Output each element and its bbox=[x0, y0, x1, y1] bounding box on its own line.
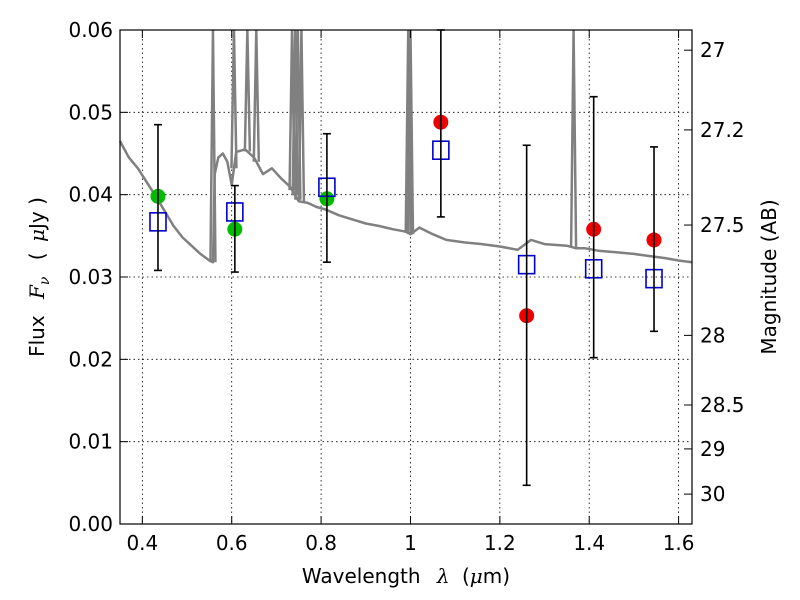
y-tick-label: 0.02 bbox=[68, 347, 113, 371]
y-tick-label: 0.01 bbox=[68, 430, 113, 454]
x-tick-label: 0.6 bbox=[216, 531, 248, 555]
y-tick-label: 0.03 bbox=[68, 265, 113, 289]
y2-tick-label: 27 bbox=[700, 38, 725, 62]
x-axis-unit-rest: m) bbox=[483, 564, 510, 588]
y-tick-label: 0.05 bbox=[68, 100, 113, 124]
y2-tick-label: 30 bbox=[700, 482, 725, 506]
y-axis-subscript: ν bbox=[37, 276, 53, 285]
axis-ticks: 0.4 0.6 0.8 1 1.2 1.4 1.6 0.00 0.01 0.02 0.03 0.04 0… bbox=[68, 18, 744, 555]
y-axis-title-prefix: Flux bbox=[25, 315, 49, 357]
x-axis-title: Wavelength λ (μm) bbox=[302, 564, 510, 588]
x-axis-title-prefix: Wavelength bbox=[302, 564, 421, 588]
x-tick-label: 1.6 bbox=[663, 531, 695, 555]
x-tick-label: 1.2 bbox=[484, 531, 516, 555]
y2-tick-label: 27.5 bbox=[700, 213, 745, 237]
y2-tick-label: 27.2 bbox=[700, 118, 745, 142]
y-axis-title: Flux Fν ( μJy ) bbox=[25, 197, 54, 357]
x-axis-unit-open: ( bbox=[462, 564, 470, 588]
y-axis-unit-mu: μ bbox=[25, 229, 49, 242]
y-tick-label: 0.04 bbox=[68, 183, 113, 207]
x-tick-label: 1.4 bbox=[573, 531, 605, 555]
y2-tick-label: 28 bbox=[700, 323, 725, 347]
x-axis-symbol: λ bbox=[436, 564, 450, 588]
x-axis-unit-mu: μ bbox=[470, 564, 483, 588]
y-axis-symbol: F bbox=[25, 284, 49, 300]
y-axis-unit-open: ( bbox=[25, 252, 49, 260]
y2-axis-title: Magnitude (AB) bbox=[757, 199, 781, 354]
model-spectrum-line bbox=[118, 140, 693, 264]
x-tick-label: 1 bbox=[404, 531, 417, 555]
x-tick-label: 0.8 bbox=[305, 531, 337, 555]
y2-tick-label: 29 bbox=[700, 437, 725, 461]
y-tick-label: 0.06 bbox=[68, 18, 113, 42]
y2-tick-label: 28.5 bbox=[700, 393, 745, 417]
y-tick-label: 0.00 bbox=[68, 512, 113, 536]
y-axis-unit-rest: Jy ) bbox=[25, 197, 49, 231]
x-tick-label: 0.4 bbox=[126, 531, 158, 555]
